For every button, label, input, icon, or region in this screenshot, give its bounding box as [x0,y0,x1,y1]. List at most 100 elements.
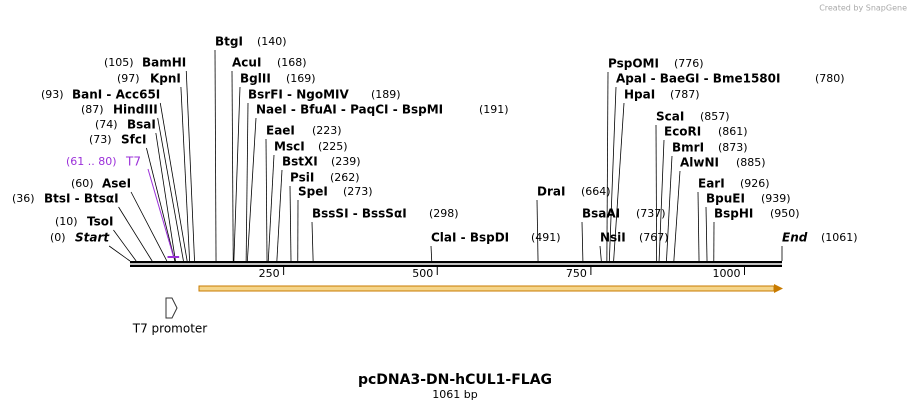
feature-bar [198,285,775,292]
primer-range: (61 .. 80) [66,155,117,168]
site-position: (97) [117,72,140,85]
site-line [606,71,609,262]
site-line [118,206,153,262]
site-name: MscI [274,140,305,154]
site-position: (262) [330,171,360,184]
site-name: HpaI [624,88,655,102]
site-line [673,170,681,262]
site-position: (926) [740,177,770,190]
site-line [157,117,184,262]
site-line [108,245,131,262]
subtitle: 1061 bp [432,388,477,401]
site-line [599,245,602,262]
site-position: (87) [81,103,104,116]
site-line [180,86,191,262]
site-name: BamHI [142,56,186,70]
site-name: BanI - Acc65I [72,88,160,102]
site-position: (939) [761,192,791,205]
ruler-label: 750 [566,267,587,280]
site-name: BspHI [714,207,753,221]
site-position: (1061) [821,231,858,244]
site-line [613,102,625,262]
site-position: (787) [670,88,700,101]
site-position: (0) [50,231,66,244]
site-line [159,102,188,262]
site-line [705,206,708,262]
site-name: BstXI [282,155,318,169]
site-position: (239) [331,155,361,168]
site-line [265,138,268,262]
site-position: (105) [104,56,134,69]
site-name: EarI [698,177,725,191]
site-position: (225) [318,140,348,153]
site-position: (189) [371,88,401,101]
site-name: BsaAI [582,207,620,221]
title: pcDNA3-DN-hCUL1-FLAG [358,372,552,388]
site-position: (873) [718,141,748,154]
site-line [245,102,249,262]
site-line [430,245,433,262]
site-position: (74) [95,118,118,131]
site-line [113,229,137,262]
site-name: SpeI [298,185,328,199]
site-name: KpnI [150,72,181,86]
site-line [146,147,176,262]
site-position: (491) [531,231,561,244]
site-name: ClaI - BspDI [431,231,509,245]
site-line [289,185,292,262]
site-name: AcuI [232,56,261,70]
site-line [581,221,584,262]
site-name: BtgI [215,35,243,49]
site-line [666,155,673,262]
site-line [233,86,241,262]
site-position: (191) [479,103,509,116]
site-name: End [782,231,808,245]
site-position: (168) [277,56,307,69]
site-name: BpuEI [706,192,745,206]
feature-label: T7 promoter [132,322,208,336]
site-position: (10) [55,215,78,228]
site-name: PsiI [290,171,314,185]
site-name: BtsI - BtsαI [44,192,119,206]
promoter-arrow [165,297,178,319]
site-position: (93) [41,88,64,101]
site-name: ApaI - BaeGI - Bme1580I [616,72,780,86]
site-position: (60) [71,177,94,190]
ruler-label: 1000 [713,267,741,280]
site-line [536,199,539,262]
site-line [155,132,176,262]
site-line [276,169,283,262]
site-position: (36) [12,192,35,205]
site-name: AlwNI [680,156,719,170]
ruler-label: 250 [259,267,280,280]
feature-arrow [774,284,783,293]
site-name: EcoRI [664,125,701,139]
site-position: (737) [636,207,666,220]
site-position: (950) [770,207,800,220]
site-line [658,139,665,262]
site-position: (776) [674,57,704,70]
primer-name: T7 [125,155,141,169]
site-name: BsaI [127,118,156,132]
primer-leader [147,168,174,257]
site-name: NaeI - BfuAI - PaqCI - BspMI [256,103,443,117]
watermark: Created by SnapGene [819,4,907,13]
site-position: (298) [429,207,459,220]
site-name: BmrI [672,141,704,155]
site-name: SfcI [121,133,146,147]
site-line [231,70,234,262]
site-name: HindIII [113,103,158,117]
site-line [130,191,168,262]
site-position: (861) [718,125,748,138]
site-line [697,191,700,262]
site-name: NsiI [600,231,626,245]
site-position: (857) [700,110,730,123]
site-position: (273) [343,185,373,198]
site-position: (780) [815,72,845,85]
site-name: BglII [240,72,271,86]
site-line [246,117,257,262]
site-line [655,124,658,262]
site-name: EaeI [266,124,295,138]
site-position: (664) [581,185,611,198]
